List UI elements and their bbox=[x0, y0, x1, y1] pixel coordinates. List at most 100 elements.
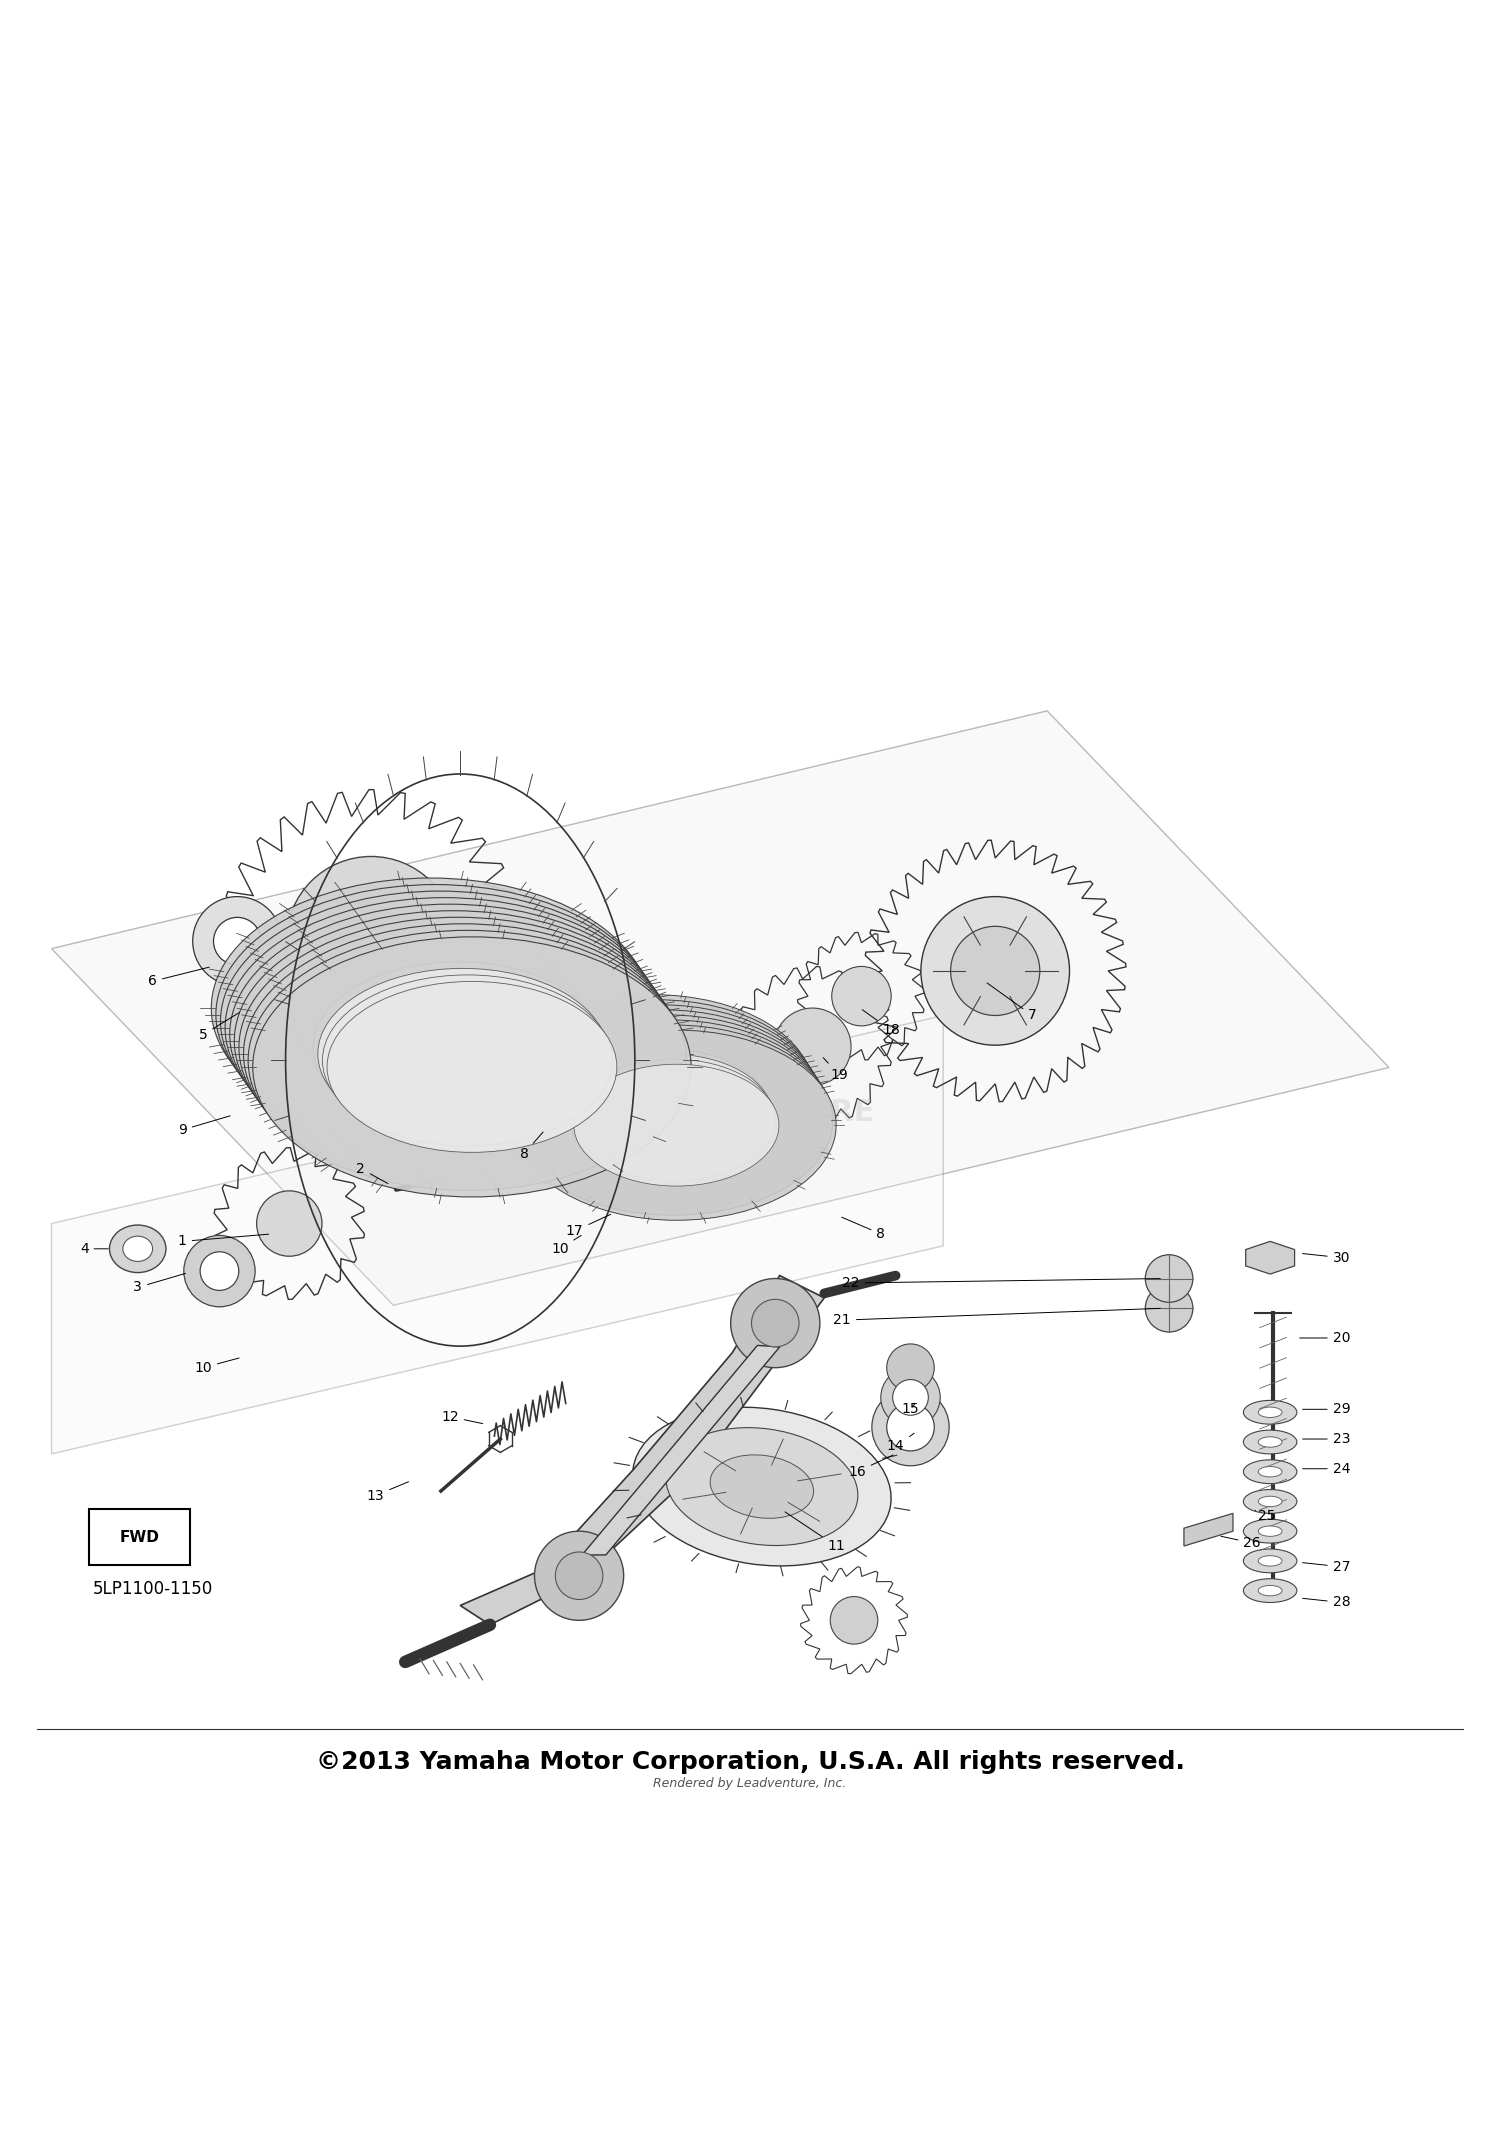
Ellipse shape bbox=[500, 1006, 819, 1196]
Circle shape bbox=[534, 1531, 624, 1620]
Ellipse shape bbox=[216, 884, 654, 1144]
Ellipse shape bbox=[110, 1225, 166, 1272]
Text: 27: 27 bbox=[1302, 1561, 1350, 1573]
Text: 30: 30 bbox=[1302, 1251, 1350, 1264]
Text: Rendered by Leadventure, Inc.: Rendered by Leadventure, Inc. bbox=[654, 1776, 846, 1791]
Ellipse shape bbox=[507, 1014, 827, 1204]
Text: 22: 22 bbox=[843, 1277, 1161, 1290]
Circle shape bbox=[1146, 1285, 1192, 1332]
Circle shape bbox=[871, 1388, 950, 1467]
Text: 5LP1100-1150: 5LP1100-1150 bbox=[93, 1580, 213, 1599]
Ellipse shape bbox=[567, 1055, 772, 1176]
Ellipse shape bbox=[1244, 1460, 1298, 1484]
Polygon shape bbox=[1245, 1240, 1294, 1275]
Circle shape bbox=[1146, 1255, 1192, 1302]
Ellipse shape bbox=[516, 1029, 836, 1221]
Ellipse shape bbox=[513, 1025, 832, 1215]
Circle shape bbox=[200, 1251, 238, 1290]
Ellipse shape bbox=[550, 1029, 756, 1151]
Text: 13: 13 bbox=[366, 1482, 408, 1503]
Ellipse shape bbox=[252, 937, 692, 1198]
Text: 4: 4 bbox=[80, 1243, 108, 1255]
Ellipse shape bbox=[1258, 1527, 1282, 1537]
Circle shape bbox=[752, 1300, 800, 1347]
Text: 19: 19 bbox=[824, 1057, 848, 1082]
Ellipse shape bbox=[1258, 1556, 1282, 1567]
Text: 7: 7 bbox=[987, 982, 1036, 1023]
Text: 24: 24 bbox=[1302, 1462, 1350, 1475]
Ellipse shape bbox=[494, 995, 813, 1185]
Polygon shape bbox=[582, 1345, 780, 1554]
Ellipse shape bbox=[309, 954, 598, 1125]
Circle shape bbox=[213, 918, 261, 965]
Text: 10: 10 bbox=[195, 1358, 238, 1375]
Circle shape bbox=[831, 967, 891, 1027]
Ellipse shape bbox=[504, 1010, 824, 1200]
Ellipse shape bbox=[666, 1428, 858, 1546]
Ellipse shape bbox=[1244, 1578, 1298, 1603]
Ellipse shape bbox=[314, 963, 603, 1134]
Polygon shape bbox=[51, 711, 1389, 1304]
Ellipse shape bbox=[243, 924, 682, 1185]
Text: 16: 16 bbox=[847, 1456, 892, 1480]
Text: 5: 5 bbox=[198, 1012, 240, 1042]
Text: 14: 14 bbox=[886, 1433, 914, 1454]
Ellipse shape bbox=[285, 922, 576, 1093]
Circle shape bbox=[192, 897, 282, 986]
Circle shape bbox=[892, 1379, 928, 1416]
Ellipse shape bbox=[123, 1236, 153, 1262]
Ellipse shape bbox=[220, 890, 658, 1151]
Text: 26: 26 bbox=[1221, 1535, 1262, 1550]
Text: 28: 28 bbox=[1302, 1595, 1350, 1610]
Ellipse shape bbox=[570, 1059, 776, 1181]
Ellipse shape bbox=[234, 912, 672, 1170]
Ellipse shape bbox=[1244, 1550, 1298, 1573]
Text: 23: 23 bbox=[1302, 1433, 1350, 1445]
Ellipse shape bbox=[327, 982, 616, 1153]
Ellipse shape bbox=[1244, 1490, 1298, 1514]
Ellipse shape bbox=[554, 1033, 759, 1155]
Circle shape bbox=[921, 897, 1070, 1046]
Circle shape bbox=[886, 1403, 934, 1452]
Text: 1: 1 bbox=[178, 1234, 268, 1249]
Circle shape bbox=[555, 1552, 603, 1599]
Text: 21: 21 bbox=[834, 1309, 1161, 1328]
Ellipse shape bbox=[574, 1063, 778, 1187]
Ellipse shape bbox=[322, 976, 612, 1146]
Ellipse shape bbox=[300, 942, 590, 1112]
Text: 8: 8 bbox=[842, 1217, 885, 1240]
Ellipse shape bbox=[248, 931, 687, 1191]
FancyBboxPatch shape bbox=[88, 1509, 189, 1565]
Ellipse shape bbox=[561, 1044, 766, 1166]
Circle shape bbox=[730, 1279, 821, 1369]
Circle shape bbox=[951, 927, 1040, 1016]
Polygon shape bbox=[51, 1016, 944, 1454]
Text: FWD: FWD bbox=[120, 1529, 159, 1544]
Ellipse shape bbox=[558, 1040, 762, 1161]
Text: 8: 8 bbox=[519, 1132, 543, 1161]
Text: 2: 2 bbox=[357, 1161, 388, 1183]
Text: 6: 6 bbox=[148, 967, 210, 989]
Circle shape bbox=[830, 1597, 878, 1644]
Text: 3: 3 bbox=[134, 1272, 186, 1294]
Ellipse shape bbox=[510, 1021, 830, 1211]
Text: LEADVENTURE: LEADVENTURE bbox=[626, 1097, 874, 1127]
Ellipse shape bbox=[290, 929, 580, 1100]
Text: ©2013 Yamaha Motor Corporation, U.S.A. All rights reserved.: ©2013 Yamaha Motor Corporation, U.S.A. A… bbox=[315, 1749, 1185, 1774]
Circle shape bbox=[774, 1008, 850, 1085]
Text: 18: 18 bbox=[862, 1010, 900, 1038]
Text: 17: 17 bbox=[566, 1215, 610, 1238]
Ellipse shape bbox=[1258, 1407, 1282, 1418]
Text: 9: 9 bbox=[178, 1117, 230, 1138]
Ellipse shape bbox=[496, 999, 816, 1189]
Circle shape bbox=[286, 856, 456, 1027]
Ellipse shape bbox=[564, 1048, 770, 1170]
Ellipse shape bbox=[211, 877, 650, 1138]
Polygon shape bbox=[1184, 1514, 1233, 1546]
Ellipse shape bbox=[1258, 1437, 1282, 1448]
Circle shape bbox=[886, 1343, 934, 1392]
Circle shape bbox=[184, 1236, 255, 1307]
Ellipse shape bbox=[1244, 1520, 1298, 1544]
Ellipse shape bbox=[1258, 1586, 1282, 1595]
Ellipse shape bbox=[318, 969, 608, 1140]
